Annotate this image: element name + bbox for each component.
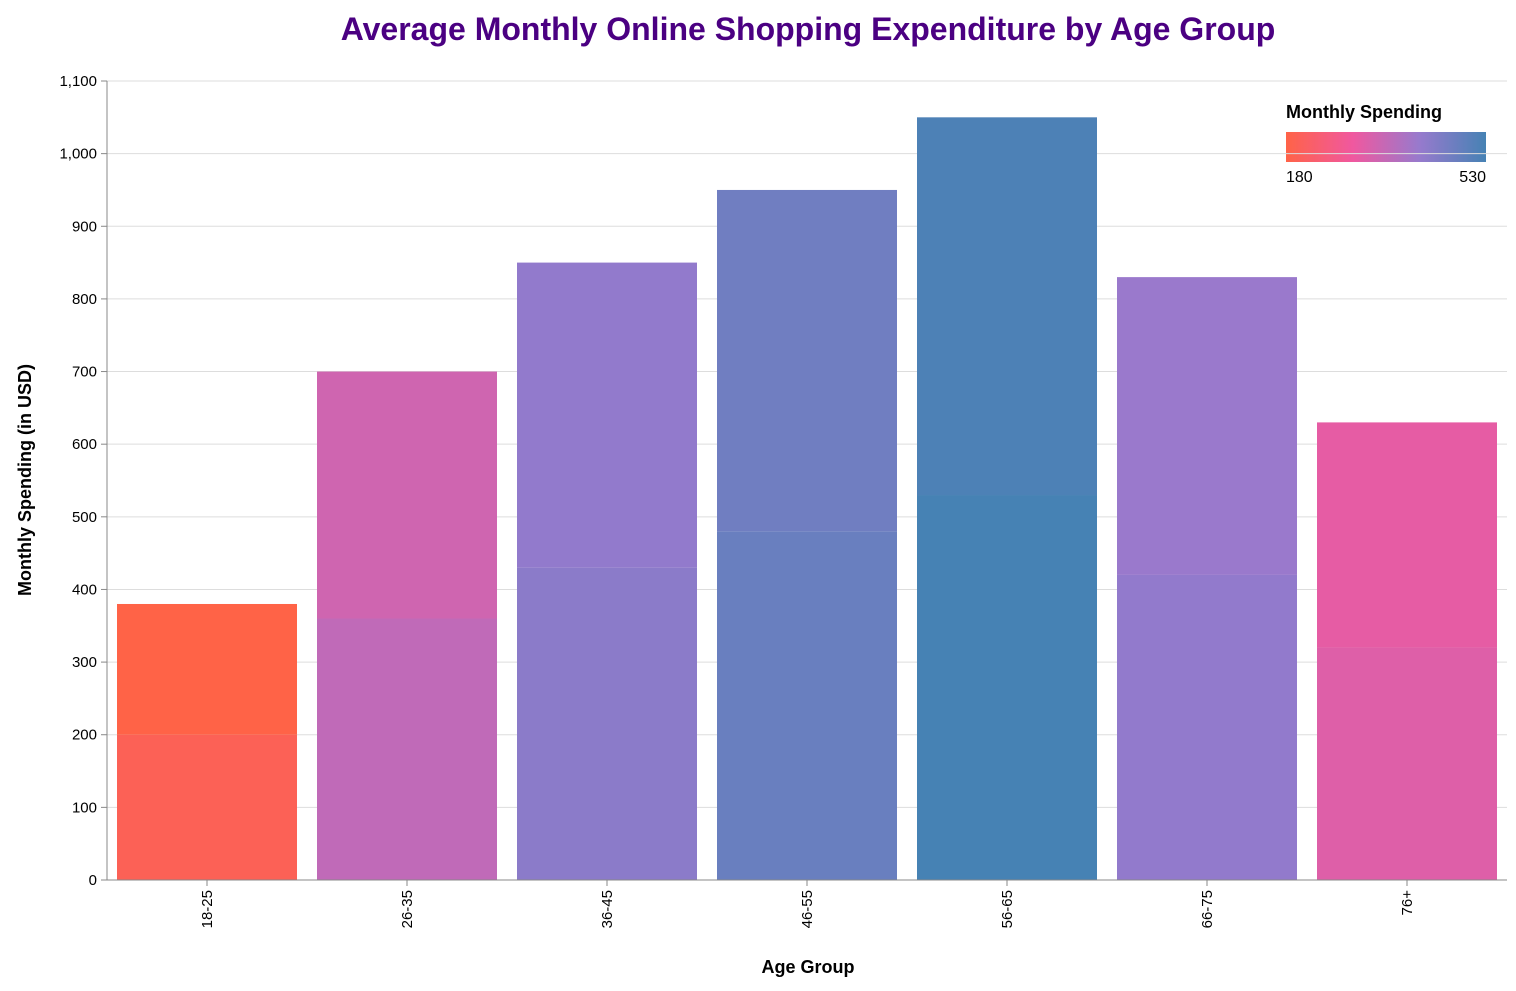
chart-title: Average Monthly Online Shopping Expendit… [341, 11, 1276, 47]
y-axis-title: Monthly Spending (in USD) [15, 364, 35, 596]
bar-segment [317, 618, 497, 880]
bar-segment [517, 567, 697, 880]
y-tick-label: 400 [72, 581, 97, 598]
bar-segment [717, 189, 897, 532]
bar-segment [717, 531, 897, 880]
legend-tick-label: 180 [1286, 169, 1313, 186]
y-tick-label: 800 [72, 291, 97, 308]
bar-segment [1117, 574, 1297, 880]
y-tick-label: 0 [89, 872, 97, 889]
bar-segment [117, 734, 297, 880]
y-tick-label: 500 [72, 509, 97, 526]
legend-title: Monthly Spending [1286, 102, 1442, 122]
x-tick-label: 46-55 [799, 890, 816, 928]
y-tick-label: 200 [72, 727, 97, 744]
bar-segment [917, 495, 1097, 880]
bar-segment [517, 262, 697, 568]
legend-tick-label: 530 [1459, 169, 1486, 186]
x-tick-label: 56-65 [999, 890, 1016, 928]
x-tick-label: 66-75 [1199, 890, 1216, 928]
bar-segment [317, 371, 497, 619]
x-tick-label: 76+ [1399, 890, 1416, 916]
bar-segment [117, 603, 297, 735]
y-tick-label: 900 [72, 218, 97, 235]
legend-gradient [1286, 132, 1486, 162]
x-tick-label: 26-35 [399, 890, 416, 928]
y-tick-label: 1,100 [59, 73, 97, 90]
x-tick-label: 36-45 [599, 890, 616, 928]
bar-segment [1117, 277, 1297, 575]
x-tick-label: 18-25 [199, 890, 216, 928]
bar-segment [1317, 422, 1497, 648]
y-tick-label: 1,000 [59, 146, 97, 163]
x-axis-title: Age Group [762, 957, 855, 977]
bar-segment [917, 117, 1097, 496]
y-tick-label: 700 [72, 364, 97, 381]
y-tick-label: 100 [72, 799, 97, 816]
bar-segment [1317, 647, 1497, 880]
y-tick-label: 300 [72, 654, 97, 671]
y-tick-label: 600 [72, 436, 97, 453]
